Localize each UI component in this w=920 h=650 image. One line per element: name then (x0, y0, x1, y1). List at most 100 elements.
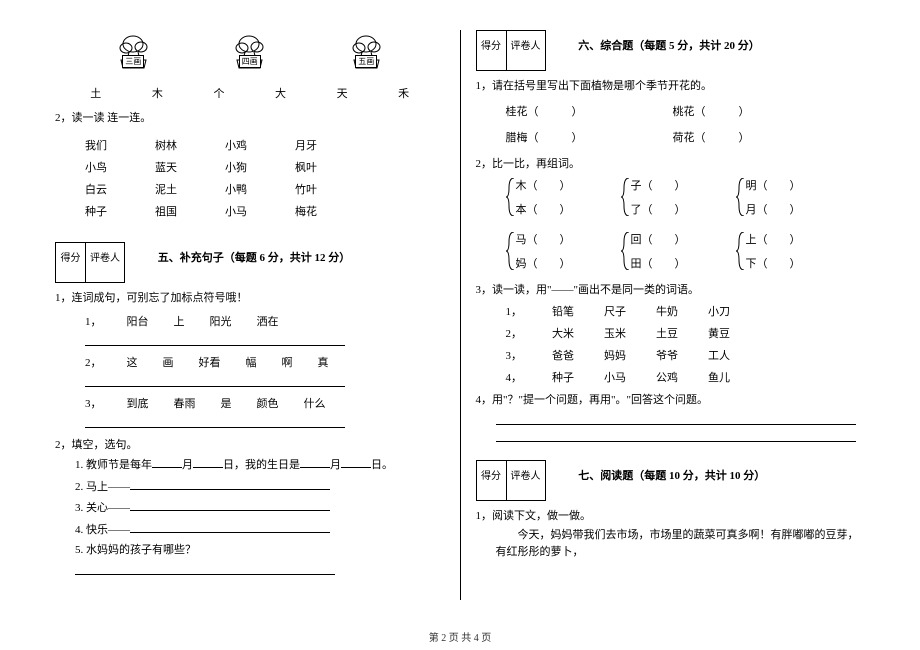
fill-text: 1. 教师节是每年 (75, 459, 152, 471)
bracket-row-1: 木（ ）本（ ） 子（ ）了（ ） 明（ ）月（ ） (476, 177, 866, 217)
char: 天 (337, 85, 348, 101)
bracket-row-2: 马（ ）妈（ ） 回（ ）田（ ） 上（ ）下（ ） (476, 231, 866, 271)
blank[interactable] (193, 456, 223, 468)
word: 黄豆 (708, 325, 730, 341)
bracket-item: 妈（ ） (516, 255, 571, 271)
plant-row-1: 桂花（ ） 桃花（ ） (476, 103, 866, 119)
grader-cell: 评卷人 (86, 243, 124, 282)
word: 玉米 (604, 325, 626, 341)
plant-item: 桂花（ ） (506, 103, 583, 119)
section-6-title: 六、综合题（每题 5 分，共计 20 分） (578, 40, 760, 52)
fill-text: 3. 关心—— (75, 502, 130, 514)
bracket-item: 回（ ） (631, 231, 686, 247)
word: 种子 (552, 369, 574, 385)
char: 木 (152, 85, 163, 101)
answer-line[interactable] (85, 332, 345, 346)
sentence-3: 3， 到底 春雨 是 颜色 什么 (55, 395, 445, 428)
score-box: 得分 评卷人 (55, 242, 125, 283)
blank[interactable] (130, 478, 330, 490)
fill-text: 月 (330, 459, 341, 471)
sentence-words: 2， 这 画 好看 幅 啊 真 (85, 354, 445, 370)
score-box: 得分 评卷人 (476, 30, 546, 71)
word-row-3: 3，爸爸妈妈爷爷工人 (476, 347, 866, 363)
blank[interactable] (341, 456, 371, 468)
char: 大 (275, 85, 286, 101)
section-5-header: 得分 评卷人 五、补充句子（每题 6 分，共计 12 分） (55, 227, 445, 285)
word: 小马 (604, 369, 626, 385)
right-column: 得分 评卷人 六、综合题（每题 5 分，共计 20 分） 1，请在括号里写出下面… (461, 30, 881, 600)
word: 铅笔 (552, 303, 574, 319)
brush-icon-3: 三画 (111, 30, 156, 70)
blank[interactable] (130, 499, 330, 511)
match-cell: 小马 (225, 203, 295, 219)
brush-icon-5: 五画 (344, 30, 389, 70)
bracket-pair: 马（ ） 妈（ ） (506, 231, 571, 271)
word: 幅 (246, 354, 257, 370)
blank[interactable] (300, 456, 330, 468)
word: 爷爷 (656, 347, 678, 363)
brace-icon (506, 232, 516, 270)
word-row-2: 2，大米玉米土豆黄豆 (476, 325, 866, 341)
word: 阳光 (210, 313, 232, 329)
word-num: 1， (85, 313, 102, 329)
word-num: 4， (506, 369, 523, 385)
answer-line[interactable] (496, 428, 856, 442)
blank[interactable] (130, 521, 330, 533)
section-7-header: 得分 评卷人 七、阅读题（每题 10 分，共计 10 分） (476, 445, 866, 503)
plant-item: 荷花（ ） (673, 129, 750, 145)
grader-cell: 评卷人 (507, 461, 545, 500)
fill-5: 5. 水妈妈的孩子有哪些？ (55, 542, 445, 560)
sentence-2: 2， 这 画 好看 幅 啊 真 (55, 354, 445, 387)
reading-passage: 今天，妈妈带我们去市场，市场里的蔬菜可真多啊！有胖嘟嘟的豆芽，有红彤彤的萝卜， (476, 527, 866, 560)
word: 是 (221, 395, 232, 411)
bracket-item: 马（ ） (516, 231, 571, 247)
fill-5-ans (55, 563, 445, 582)
sec5-q2-label: 2，填空，选句。 (55, 436, 445, 452)
score-cell: 得分 (56, 243, 86, 282)
bracket-pair: 回（ ）田（ ） (621, 231, 686, 271)
blank[interactable] (152, 456, 182, 468)
page-container: 三画 四画 五画 土 木 个 大 天 禾 2，读一读 连一连。 我们 树林 (0, 0, 920, 620)
brush-icon-4: 四画 (227, 30, 272, 70)
match-cell: 泥土 (155, 181, 225, 197)
answer-line[interactable] (85, 414, 345, 428)
match-cell: 蓝天 (155, 159, 225, 175)
bracket-item: 明（ ） (746, 177, 801, 193)
plant-item: 桃花（ ） (673, 103, 750, 119)
word: 公鸡 (656, 369, 678, 385)
plant-item: 腊梅（ ） (506, 129, 583, 145)
bracket-item: 了（ ） (631, 201, 686, 217)
word: 画 (163, 354, 174, 370)
match-cell: 竹叶 (295, 181, 365, 197)
brush-label-5: 五画 (355, 55, 377, 68)
word: 牛奶 (656, 303, 678, 319)
bracket-pair: 子（ ）了（ ） (621, 177, 686, 217)
match-cell: 我们 (85, 137, 155, 153)
char: 禾 (398, 85, 409, 101)
word: 小刀 (708, 303, 730, 319)
match-cell: 种子 (85, 203, 155, 219)
word: 爸爸 (552, 347, 574, 363)
char: 土 (90, 85, 101, 101)
match-cell: 白云 (85, 181, 155, 197)
word-num: 3， (506, 347, 523, 363)
char: 个 (213, 85, 224, 101)
sec6-q1-label: 1，请在括号里写出下面植物是哪个季节开花的。 (476, 77, 866, 93)
plant-row-2: 腊梅（ ） 荷花（ ） (476, 129, 866, 145)
answer-line[interactable] (85, 373, 345, 387)
fill-text: 4. 快乐—— (75, 524, 130, 536)
brush-label-4: 四画 (239, 55, 261, 68)
answer-line[interactable] (496, 411, 856, 425)
word-num: 2， (85, 354, 102, 370)
fill-2: 2. 马上—— (55, 478, 445, 497)
score-cell: 得分 (477, 461, 507, 500)
match-grid: 我们 树林 小鸡 月牙 小鸟 蓝天 小狗 枫叶 白云 泥土 小鸭 竹叶 种子 祖… (55, 129, 445, 227)
word: 春雨 (174, 395, 196, 411)
word: 鱼儿 (708, 369, 730, 385)
match-cell: 月牙 (295, 137, 365, 153)
word-row-1: 1，铅笔尺子牛奶小刀 (476, 303, 866, 319)
word: 真 (318, 354, 329, 370)
table-row: 小鸟 蓝天 小狗 枫叶 (85, 159, 445, 175)
blank[interactable] (75, 563, 335, 575)
word: 工人 (708, 347, 730, 363)
